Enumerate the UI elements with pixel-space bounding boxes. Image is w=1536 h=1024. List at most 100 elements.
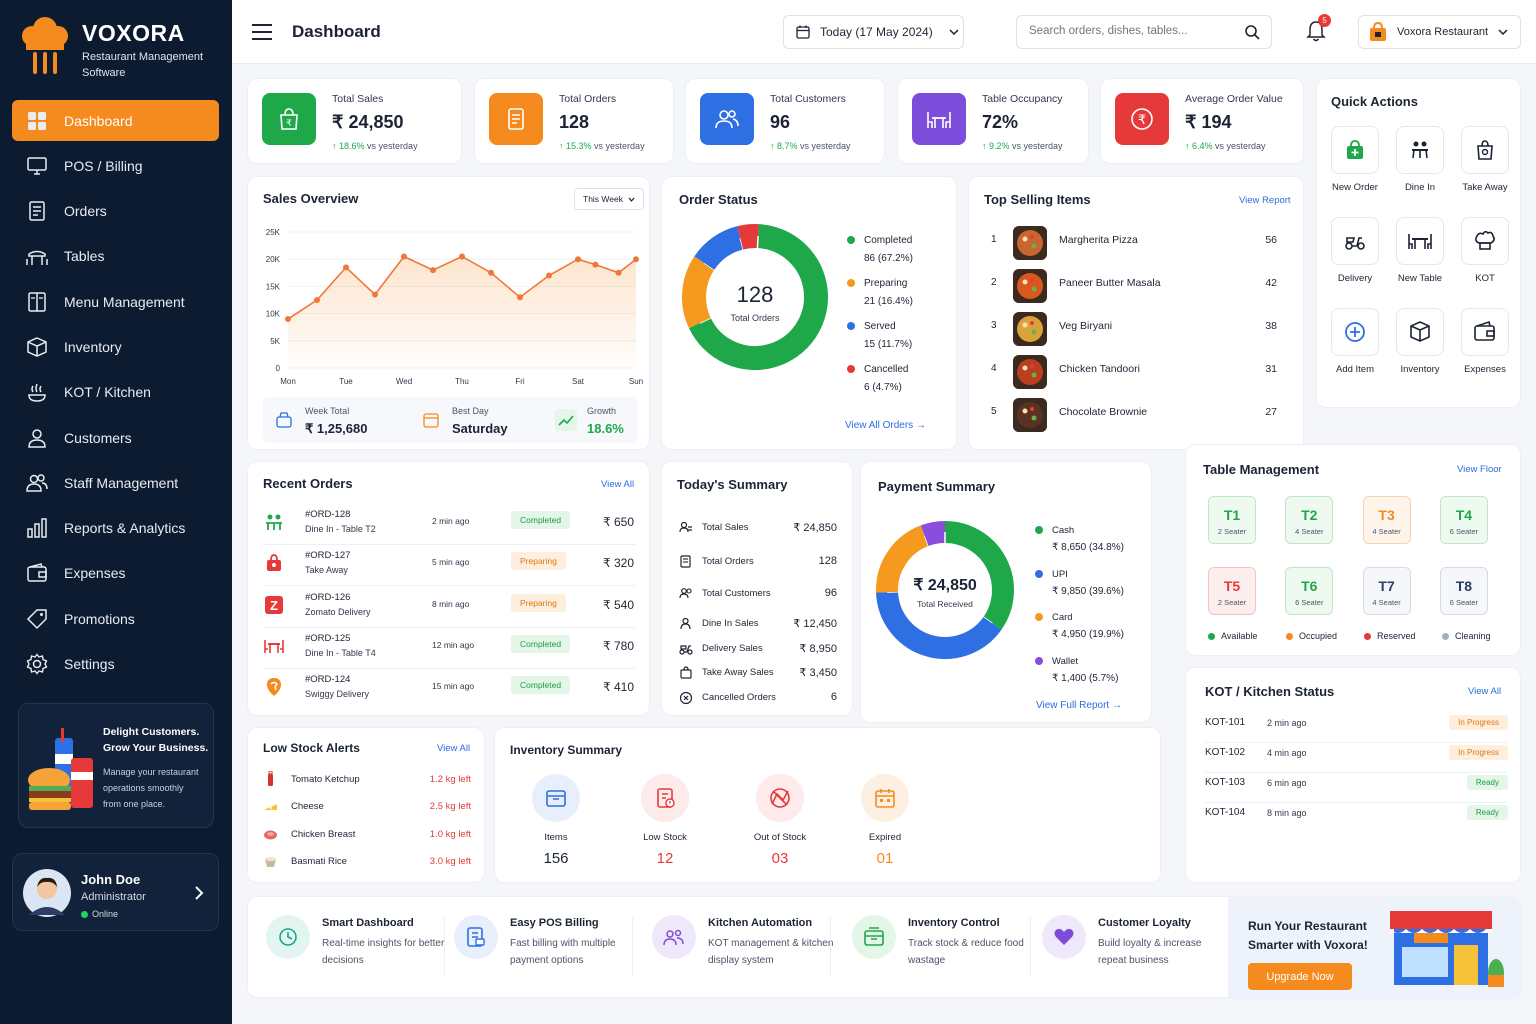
recent-orders-view-all-link[interactable]: View All — [601, 479, 635, 490]
quick-action-expenses[interactable]: Expenses — [1460, 308, 1510, 375]
inventory-stat-items[interactable]: Items 156 — [512, 774, 600, 874]
sidebar-item-dashboard[interactable]: Dashboard — [12, 100, 219, 141]
table-t6[interactable]: T6 6 Seater — [1285, 567, 1334, 615]
top-item-row[interactable]: 1 Margherita Pizza 56 — [969, 224, 1305, 264]
legend-label: Served — [864, 321, 896, 332]
top-item-row[interactable]: 5 Chocolate Brownie 27 — [969, 396, 1305, 436]
quick-action-inventory[interactable]: Inventory — [1395, 308, 1445, 375]
todays-summary-card: Today's Summary Total Sales ₹ 24,850 Total… — [661, 461, 853, 716]
sidebar-item-orders[interactable]: Orders — [12, 191, 219, 232]
top-item-row[interactable]: 3 Veg Biryani 38 — [969, 310, 1305, 350]
inventory-stat-expired[interactable]: Expired 01 — [841, 774, 929, 874]
inventory-stat-out-of-stock[interactable]: Out of Stock 03 — [736, 774, 824, 874]
payment-total-label: Total Received — [917, 599, 973, 609]
kpi-card-total-customers[interactable]: Total Customers 96 ↑ 8.7% vs yesterday — [685, 78, 885, 164]
search-icon[interactable] — [1245, 25, 1260, 40]
table-seats: 2 Seater — [1217, 598, 1247, 607]
cta-title: Run Your Restaurant Smarter with Voxora! — [1248, 919, 1368, 952]
sidebar-item-customers[interactable]: Customers — [12, 417, 219, 458]
kot-row[interactable]: KOT-102 4 min ago In Progress — [1186, 745, 1522, 773]
order-id: #ORD-126 — [305, 591, 351, 603]
hamburger-menu-icon[interactable] — [252, 24, 272, 40]
kot-row[interactable]: KOT-104 8 min ago Ready — [1186, 805, 1522, 829]
stock-qty-left: 3.0 kg left — [429, 855, 471, 867]
table-t7[interactable]: T7 4 Seater — [1362, 567, 1411, 615]
quick-action-delivery[interactable]: Delivery — [1330, 217, 1380, 284]
kpi-card-table-occupancy[interactable]: Table Occupancy 72% ↑ 9.2% vs yesterday — [897, 78, 1089, 164]
top-item-rank: 3 — [991, 320, 997, 331]
low-stock-row[interactable]: Cheese 2.5 kg left — [248, 798, 486, 818]
view-full-report-link[interactable]: View Full Report → — [1036, 700, 1122, 711]
customers-icon — [700, 93, 754, 145]
top-item-row[interactable]: 2 Paneer Butter Masala 42 — [969, 267, 1305, 307]
clipboard-alert-icon — [641, 774, 689, 822]
brand[interactable]: VOXORA Restaurant Management Software — [20, 16, 203, 81]
recent-order-row[interactable]: #ORD-124 Swiggy Delivery 15 min ago Complet… — [248, 671, 651, 711]
recent-order-row[interactable]: Z #ORD-126 Zomato Delivery 8 min ago Prepari… — [248, 589, 651, 629]
view-all-orders-link[interactable]: View All Orders → — [845, 420, 926, 431]
table-t1[interactable]: T1 2 Seater — [1208, 496, 1256, 544]
shopping-bag-rupee-icon: ₹ — [262, 93, 316, 145]
quick-action-dine-in[interactable]: Dine In — [1395, 126, 1445, 193]
low-stock-card: Low Stock Alerts View All Tomato Ketchup… — [247, 727, 485, 883]
sidebar-item-expenses[interactable]: Expenses — [12, 553, 219, 594]
wallet-icon — [1461, 308, 1509, 356]
quick-action-new-order[interactable]: New Order — [1330, 126, 1380, 193]
table-number: T5 — [1223, 578, 1241, 594]
table-number: T4 — [1455, 507, 1473, 523]
sidebar-item-kot-kitchen[interactable]: KOT / Kitchen — [12, 372, 219, 413]
low-stock-row[interactable]: Tomato Ketchup 1.2 kg left — [248, 770, 486, 791]
sidebar-item-tables[interactable]: Tables — [12, 236, 219, 277]
sales-point — [633, 256, 639, 263]
sidebar-item-staff-management[interactable]: Staff Management — [12, 462, 219, 503]
upgrade-now-button[interactable]: Upgrade Now — [1248, 963, 1352, 990]
recent-order-row[interactable]: #ORD-125 Dine In - Table T4 12 min ago Comp… — [248, 630, 651, 670]
legend-label: Cash — [1052, 525, 1075, 536]
kot-row[interactable]: KOT-101 2 min ago In Progress — [1186, 715, 1522, 743]
page-title: Dashboard — [292, 22, 381, 41]
recent-order-row[interactable]: #ORD-127 Take Away 5 min ago Preparing ₹ 320 — [248, 547, 651, 587]
chevron-right-icon[interactable] — [194, 886, 204, 900]
order-amount: ₹ 320 — [603, 556, 634, 571]
quick-action-new-table[interactable]: New Table — [1395, 217, 1445, 284]
kpi-card-total-sales[interactable]: ₹ Total Sales ₹ 24,850 ↑ 18.6% vs yesterday — [247, 78, 462, 164]
summary-row-total-customers: Total Customers 96 — [662, 587, 854, 603]
kot-view-all-link[interactable]: View All — [1468, 686, 1502, 697]
search-input[interactable] — [1029, 25, 1229, 37]
sidebar-item-menu-management[interactable]: Menu Management — [12, 281, 219, 322]
user-role: Administrator — [81, 891, 146, 903]
sidebar-item-reports-analytics[interactable]: Reports & Analytics — [12, 508, 219, 549]
view-report-link[interactable]: View Report — [1239, 195, 1291, 206]
table-t8[interactable]: T8 6 Seater — [1439, 567, 1488, 615]
sidebar-item-inventory[interactable]: Inventory — [12, 326, 219, 367]
quick-action-take-away[interactable]: Take Away — [1460, 126, 1510, 193]
user-profile-card[interactable]: John Doe Administrator Online — [12, 853, 219, 931]
slice-divider — [982, 616, 993, 625]
top-item-row[interactable]: 4 Chicken Tandoori 31 — [969, 353, 1305, 393]
status-badge: Completed — [511, 511, 571, 529]
date-picker[interactable]: Today (17 May 2024) — [783, 15, 964, 49]
quick-action-kot[interactable]: KOT — [1460, 217, 1510, 284]
recent-order-row[interactable]: #ORD-128 Dine In - Table T2 2 min ago Compl… — [248, 506, 651, 546]
inventory-stat-low-stock[interactable]: Low Stock 12 — [621, 774, 709, 874]
low-stock-view-all-link[interactable]: View All — [437, 743, 471, 754]
low-stock-row[interactable]: Basmati Rice 3.0 kg left — [248, 853, 486, 873]
sidebar-item-pos-billing[interactable]: POS / Billing — [12, 145, 219, 186]
notifications-button[interactable]: 5 — [1306, 14, 1331, 44]
kot-row[interactable]: KOT-103 6 min ago Ready — [1186, 775, 1522, 803]
restaurant-switcher[interactable]: Voxora Restaurant — [1358, 15, 1521, 49]
low-stock-row[interactable]: Chicken Breast 1.0 kg left — [248, 826, 486, 846]
quick-action-add-item[interactable]: Add Item — [1330, 308, 1380, 375]
kpi-card-average-order-value[interactable]: ₹ Average Order Value ₹ 194 ↑ 6.4% vs yeste… — [1100, 78, 1304, 164]
table-t4[interactable]: T4 6 Seater — [1439, 496, 1488, 544]
table-t3[interactable]: T3 4 Seater — [1362, 496, 1411, 544]
kpi-card-total-orders[interactable]: Total Orders 128 ↑ 15.3% vs yesterday — [474, 78, 674, 164]
table-t2[interactable]: T2 4 Seater — [1285, 496, 1334, 544]
summary-label: Take Away Sales — [702, 667, 774, 678]
sidebar-item-promotions[interactable]: Promotions — [12, 598, 219, 639]
view-floor-link[interactable]: View Floor — [1457, 464, 1502, 475]
table-t5[interactable]: T5 2 Seater — [1208, 567, 1256, 615]
sidebar-item-settings[interactable]: Settings — [12, 644, 219, 685]
kot-time: 8 min ago — [1267, 808, 1307, 818]
sales-range-select[interactable]: This Week — [574, 188, 644, 210]
